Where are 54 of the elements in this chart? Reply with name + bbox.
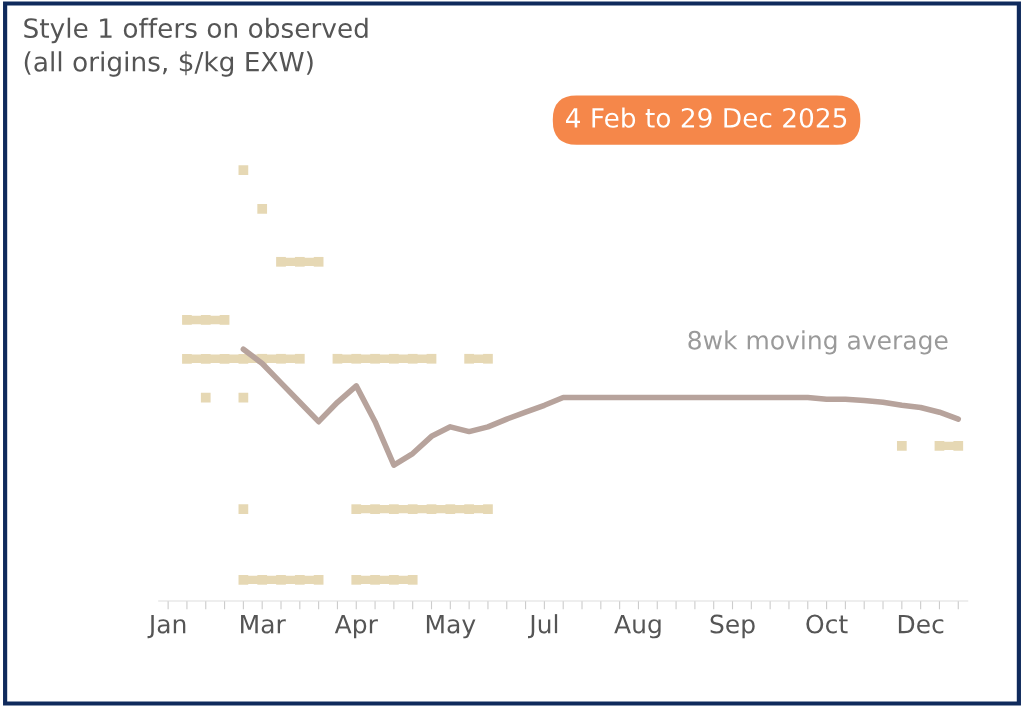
point bbox=[389, 504, 399, 515]
point bbox=[483, 504, 493, 515]
point bbox=[464, 353, 474, 364]
point bbox=[313, 574, 324, 585]
point bbox=[407, 574, 418, 585]
point bbox=[294, 574, 305, 585]
chart-title: Style 1 offers on observed (all origins, $/kg EXW) bbox=[24, 17, 368, 77]
point bbox=[351, 574, 362, 585]
point bbox=[200, 315, 211, 325]
point bbox=[426, 353, 437, 364]
point bbox=[407, 353, 418, 364]
point bbox=[426, 504, 437, 515]
point bbox=[953, 440, 964, 451]
point bbox=[445, 504, 456, 515]
point bbox=[313, 256, 324, 267]
point bbox=[389, 574, 399, 585]
point bbox=[200, 353, 211, 364]
point bbox=[219, 353, 230, 364]
point bbox=[896, 440, 907, 451]
series-label: 8wk moving average bbox=[688, 330, 948, 355]
point bbox=[351, 504, 362, 515]
point bbox=[934, 440, 945, 451]
point bbox=[294, 256, 305, 267]
point bbox=[370, 353, 380, 364]
point bbox=[351, 353, 362, 364]
x-tick-label: Sep bbox=[710, 614, 755, 639]
x-tick-label: Aug bbox=[614, 614, 661, 639]
x-tick-label: Dec bbox=[898, 614, 944, 634]
point bbox=[182, 315, 192, 325]
point bbox=[276, 353, 286, 364]
point bbox=[483, 353, 493, 364]
point bbox=[238, 574, 249, 585]
point bbox=[370, 574, 380, 585]
point bbox=[238, 353, 249, 364]
point bbox=[407, 504, 418, 515]
point bbox=[294, 353, 305, 364]
point bbox=[370, 504, 380, 515]
x-tick-label: May bbox=[426, 614, 476, 639]
point bbox=[257, 574, 268, 585]
point bbox=[389, 353, 399, 364]
point bbox=[182, 353, 192, 364]
point bbox=[332, 353, 343, 364]
point bbox=[276, 256, 286, 267]
x-tick-label: Jan bbox=[147, 614, 186, 639]
chart-subtitle: 4 Feb to 29 Dec 2025 bbox=[565, 107, 847, 128]
x-tick-label: Oct bbox=[806, 614, 848, 634]
x-tick-label: Apr bbox=[334, 614, 378, 639]
point bbox=[238, 504, 249, 515]
point bbox=[464, 504, 474, 515]
point bbox=[219, 315, 230, 325]
point bbox=[276, 574, 286, 585]
point bbox=[200, 392, 211, 403]
x-tick-label: Mar bbox=[241, 614, 286, 634]
x-tick-label: Jul bbox=[528, 614, 558, 639]
